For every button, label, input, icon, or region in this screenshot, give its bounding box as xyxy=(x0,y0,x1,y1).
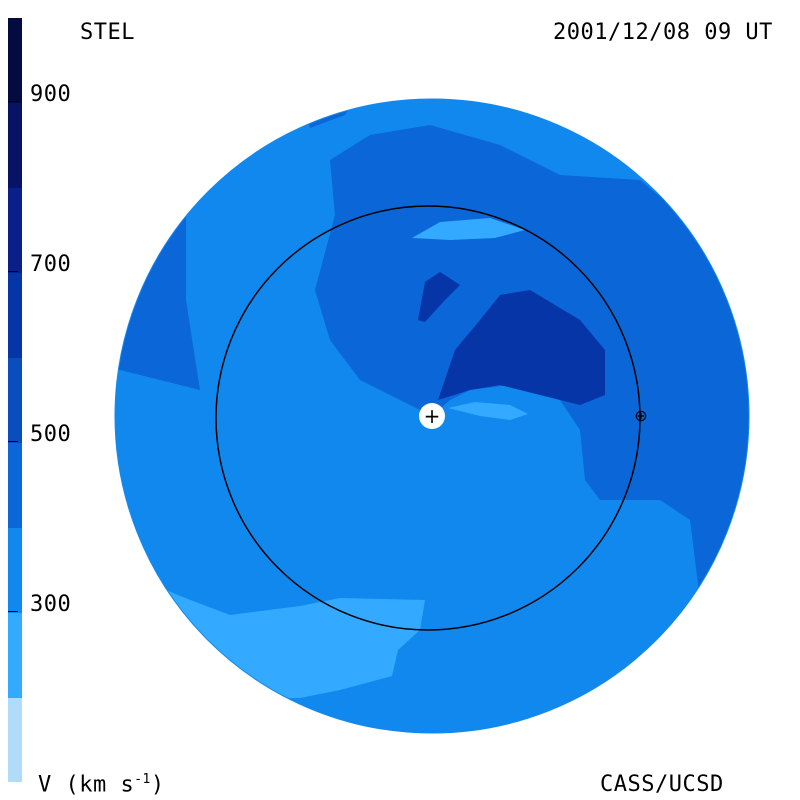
colorbar-segment xyxy=(8,698,22,782)
instrument-label: STEL xyxy=(80,20,135,45)
velocity-region-dark-core xyxy=(438,290,605,405)
colorbar-segment xyxy=(8,613,22,698)
colorbar-segment xyxy=(8,103,22,188)
colorbar-segment xyxy=(8,273,22,358)
velocity-region-light-lens xyxy=(412,218,525,240)
sun-marker xyxy=(419,403,445,429)
earth-marker-symbol: ⊕ xyxy=(634,406,647,425)
colorbar-segment xyxy=(8,528,22,613)
velocity-region-lower-left xyxy=(115,560,425,698)
colorbar-segment xyxy=(8,18,22,103)
earth-orbit-circle xyxy=(215,205,641,631)
velocity-region-outer-left xyxy=(115,99,200,390)
credit-label: CASS/UCSD xyxy=(600,772,724,797)
colorbar-segment xyxy=(8,443,22,528)
sun-marker-symbol: + xyxy=(424,404,441,428)
quantity-label: V (km s-1) xyxy=(38,772,165,797)
colorbar-tick xyxy=(8,101,18,102)
colorbar-tick-label-700: 700 xyxy=(30,252,72,277)
velocity-colorbar xyxy=(8,18,22,782)
colorbar-tick xyxy=(8,441,18,442)
timestamp-label: 2001/12/08 09 UT xyxy=(553,20,773,45)
velocity-region-dark-spur xyxy=(418,272,460,322)
field-of-view-edge xyxy=(114,98,750,734)
quantity-label-close: ) xyxy=(150,772,165,798)
velocity-region-light-streak xyxy=(448,402,528,420)
unit-exponent: -1 xyxy=(134,772,151,787)
colorbar-segment xyxy=(8,358,22,443)
colorbar-tick-label-500: 500 xyxy=(30,422,72,447)
colorbar-tick-label-300: 300 xyxy=(30,592,72,617)
colorbar-segment xyxy=(8,188,22,273)
colorbar-tick xyxy=(8,271,18,272)
quantity-label-text: V (km s xyxy=(38,772,135,798)
colorbar-tick xyxy=(8,611,18,612)
colorbar-tick-label-900: 900 xyxy=(30,82,72,107)
